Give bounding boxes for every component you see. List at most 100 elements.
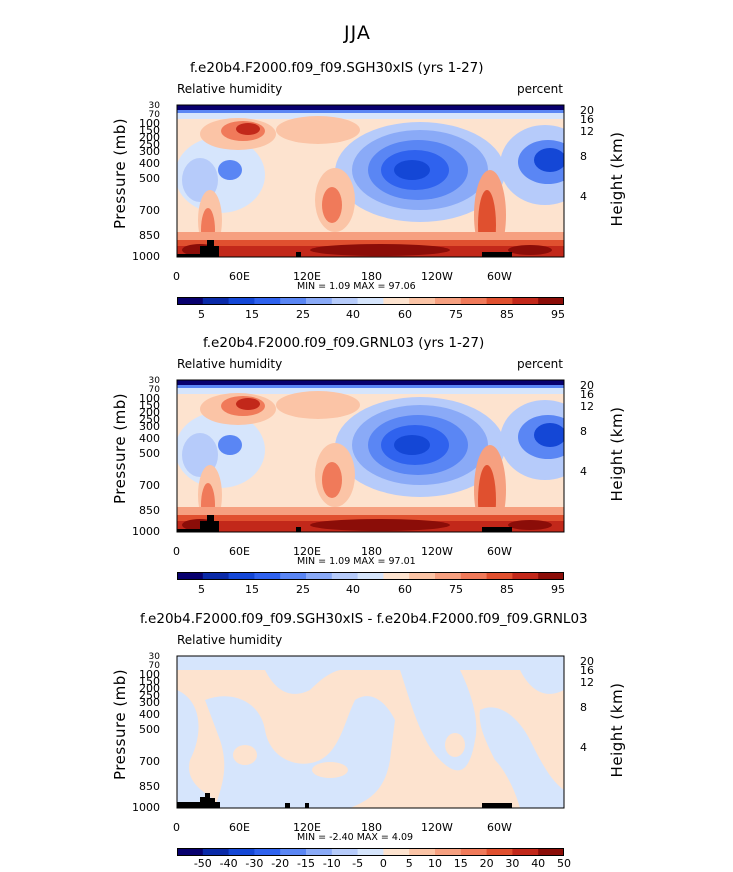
colorbar-swatch xyxy=(254,848,281,856)
panel-1-left-label: Relative humidity xyxy=(177,82,283,96)
panel-2-cbar-label-25: 25 xyxy=(296,583,310,596)
colorbar-swatch xyxy=(177,848,204,856)
colorbar-swatch xyxy=(331,297,359,305)
panel-1-ytick-150: 150 xyxy=(139,124,160,137)
colorbar-swatch xyxy=(306,297,333,305)
colorbar-swatch xyxy=(357,848,384,856)
panel-2-ytick-30: 30 xyxy=(148,376,160,386)
panel-2-title: f.e20b4.F2000.f09_f09.GRNL03 (yrs 1-27) xyxy=(203,335,485,351)
colorbar-swatch xyxy=(409,572,436,580)
colorbar-swatch xyxy=(512,572,539,580)
panel-2-ylabel: Pressure (mb) xyxy=(111,392,129,504)
panel-1-cbar-label-95: 95 xyxy=(551,308,565,321)
panel-1-ytick-700: 700 xyxy=(139,204,160,217)
panel-3-ytick-300: 300 xyxy=(139,696,160,709)
panel-2-left-label: Relative humidity xyxy=(177,357,283,371)
panel-1-xtick-60e: 60E xyxy=(229,270,250,283)
panel-2-ytick-70: 70 xyxy=(148,385,160,395)
panel-2-cbar-label-15: 15 xyxy=(245,583,259,596)
panel-3-ytick-400: 400 xyxy=(139,708,160,721)
panel-2-height-12: 12 xyxy=(580,400,594,413)
panel-3-cbar-label: -30 xyxy=(245,857,264,870)
panel-1-height-12: 12 xyxy=(580,125,594,138)
panel-2-xtick-60w: 60W xyxy=(487,545,512,558)
panel-2-ytick-1000: 1000 xyxy=(132,525,160,538)
panel-1-xtick-0: 0 xyxy=(173,270,180,283)
panel-3-cbar-label: -50 xyxy=(193,857,212,870)
panel-2-cbar-label-85: 85 xyxy=(500,583,514,596)
panel-2-field xyxy=(177,380,564,532)
colorbar-swatch xyxy=(460,848,488,856)
colorbar-swatch xyxy=(177,297,204,305)
panel-2-ytick-700: 700 xyxy=(139,479,160,492)
colorbar-swatch xyxy=(486,848,513,856)
panel-1-height-4: 4 xyxy=(580,190,587,203)
panel-1-height-8: 8 xyxy=(580,150,587,163)
panel-1-ylabel-right: Height (km) xyxy=(608,131,626,227)
panel-2-cbar-label-95: 95 xyxy=(551,583,565,596)
panel-2-colorbar xyxy=(177,572,564,580)
panel-3-ylabel: Pressure (mb) xyxy=(111,668,129,780)
colorbar-swatch xyxy=(383,848,410,856)
panel-3-cbar-label: -5 xyxy=(352,857,364,870)
panel-3-cbar-label: -15 xyxy=(297,857,315,870)
panel-1-ytick-500: 500 xyxy=(139,172,160,185)
panel-3-ytick-30: 30 xyxy=(148,652,160,662)
panel-3-xtick-180: 180 xyxy=(361,821,382,834)
colorbar-frame xyxy=(177,572,564,580)
panel-1-right-label: percent xyxy=(517,82,563,96)
colorbar-frame xyxy=(177,848,564,856)
panel-3-cbar-label: 10 xyxy=(428,857,442,870)
panel-2-ytick-150: 150 xyxy=(139,399,160,412)
panel-2-height-20: 20 xyxy=(580,379,594,392)
panel-2-ylabel-right: Height (km) xyxy=(608,406,626,502)
colorbar-swatch xyxy=(409,297,436,305)
panel-1-cbar-label-60: 60 xyxy=(398,308,412,321)
colorbar-swatch xyxy=(357,297,384,305)
colorbar-swatch xyxy=(202,848,230,856)
panel-3-cbar-label: 50 xyxy=(557,857,571,870)
panel-3-height-12: 12 xyxy=(580,676,594,689)
panel-3-xtick-60w: 60W xyxy=(487,821,512,834)
panel-1-ytick-200: 200 xyxy=(139,131,160,144)
panel-2-cbar-label-75: 75 xyxy=(449,583,463,596)
panel-3-cbar-label: 15 xyxy=(453,857,468,870)
colorbar-swatch xyxy=(280,572,307,580)
panel-3-cbar-label: -40 xyxy=(219,857,238,870)
colorbar-swatch xyxy=(435,848,462,856)
colorbar-swatch xyxy=(177,572,204,580)
panel-1-cbar-label-5: 5 xyxy=(198,308,205,321)
panel-2-minmax: MIN = 1.09 MAX = 97.01 xyxy=(297,556,416,567)
colorbar-swatch xyxy=(460,297,488,305)
panel-3-title: f.e20b4.F2000.f09_f09.SGH30xIS - f.e20b4… xyxy=(140,611,588,627)
panel-1-cbar-label-25: 25 xyxy=(296,308,310,321)
panel-3-ytick-500: 500 xyxy=(139,723,160,736)
panel-2-xtick-180: 180 xyxy=(361,545,382,558)
panel-1-cbar-label-85: 85 xyxy=(500,308,514,321)
colorbar-swatch xyxy=(228,297,255,305)
panel-1-cbar-label-75: 75 xyxy=(449,308,463,321)
panel-2-xtick-120w: 120W xyxy=(421,545,453,558)
panel-1-ytick-850: 850 xyxy=(139,229,160,242)
colorbar-swatch xyxy=(202,572,230,580)
panel-3-ytick-100: 100 xyxy=(139,668,160,681)
panel-3-field xyxy=(177,656,564,808)
panel-1-height-16: 16 xyxy=(580,113,594,126)
colorbar-swatch xyxy=(228,572,255,580)
panel-3-height-20: 20 xyxy=(580,655,594,668)
colorbar-swatch xyxy=(538,572,564,580)
colorbar-swatch xyxy=(435,297,462,305)
panel-2-ytick-250: 250 xyxy=(139,413,160,426)
panel-1-cbar-label-40: 40 xyxy=(346,308,360,321)
panel-2-height-16: 16 xyxy=(580,388,594,401)
panel-1-ytick-30: 30 xyxy=(148,101,160,111)
panel-3-xtick-120w: 120W xyxy=(421,821,453,834)
figure-title: JJA xyxy=(344,22,371,44)
panel-1-xtick-120w: 120W xyxy=(421,270,453,283)
panel-1-xtick-120e: 120E xyxy=(293,270,321,283)
panel-1-cbar-label-15: 15 xyxy=(245,308,259,321)
panel-1-minmax: MIN = 1.09 MAX = 97.06 xyxy=(297,281,416,292)
panel-1-ytick-100: 100 xyxy=(139,117,160,130)
panel-2-height-4: 4 xyxy=(580,465,587,478)
panel-3-xtick-120e: 120E xyxy=(293,821,321,834)
